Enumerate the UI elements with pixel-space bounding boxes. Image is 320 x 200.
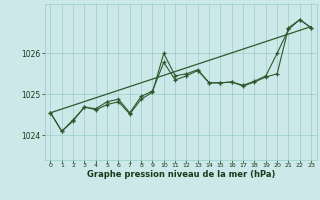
X-axis label: Graphe pression niveau de la mer (hPa): Graphe pression niveau de la mer (hPa) <box>87 170 275 179</box>
